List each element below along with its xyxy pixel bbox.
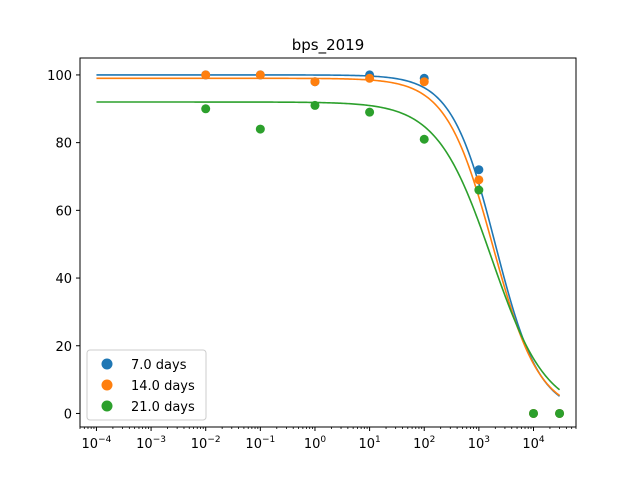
data-point xyxy=(528,408,538,418)
legend-label: 14.0 days xyxy=(131,379,195,394)
x-tick-label: 10−4 xyxy=(82,435,112,452)
legend-marker xyxy=(101,379,113,391)
fit-curve xyxy=(96,101,561,391)
data-point xyxy=(310,77,320,87)
legend-marker xyxy=(101,358,113,370)
legend-label: 21.0 days xyxy=(131,400,195,415)
plot-frame xyxy=(79,57,577,428)
data-point xyxy=(474,175,484,185)
data-point xyxy=(201,104,211,114)
x-tick-label: 104 xyxy=(522,435,545,452)
data-point xyxy=(310,100,320,110)
fit-curve xyxy=(96,74,561,397)
y-tick-label: 20 xyxy=(55,340,72,355)
x-tick-label: 100 xyxy=(304,435,327,452)
y-tick-label: 80 xyxy=(55,137,72,152)
data-point xyxy=(365,73,375,83)
x-tick-label: 10−2 xyxy=(191,435,221,452)
legend: 7.0 days 14.0 days 21.0 days xyxy=(86,349,207,421)
fit-curves xyxy=(96,74,561,397)
x-tick-label: 103 xyxy=(468,435,490,452)
legend-marker xyxy=(101,400,113,412)
x-tick-label: 102 xyxy=(413,435,435,452)
data-point xyxy=(474,165,484,175)
legend-box xyxy=(86,349,207,421)
data-point xyxy=(474,185,484,195)
data-point xyxy=(555,408,565,418)
x-tick-label: 101 xyxy=(358,435,380,452)
legend-label: 7.0 days xyxy=(131,358,187,373)
x-tick-label: 10−1 xyxy=(245,435,275,452)
data-points xyxy=(201,70,565,418)
data-point xyxy=(255,124,265,134)
y-tick-label: 40 xyxy=(55,272,72,287)
fit-curve xyxy=(96,77,561,397)
x-tick-label: 10−3 xyxy=(136,435,166,452)
chart-title: bps_2019 xyxy=(292,36,365,55)
data-point xyxy=(365,107,375,117)
y-axis: 0 20 40 60 80 100 xyxy=(47,69,80,422)
data-point xyxy=(201,70,211,80)
data-point xyxy=(419,134,429,144)
y-tick-label: 0 xyxy=(64,407,72,422)
y-tick-label: 60 xyxy=(55,204,72,219)
y-tick-label: 100 xyxy=(47,69,72,84)
data-point xyxy=(419,77,429,87)
data-point xyxy=(255,70,265,80)
